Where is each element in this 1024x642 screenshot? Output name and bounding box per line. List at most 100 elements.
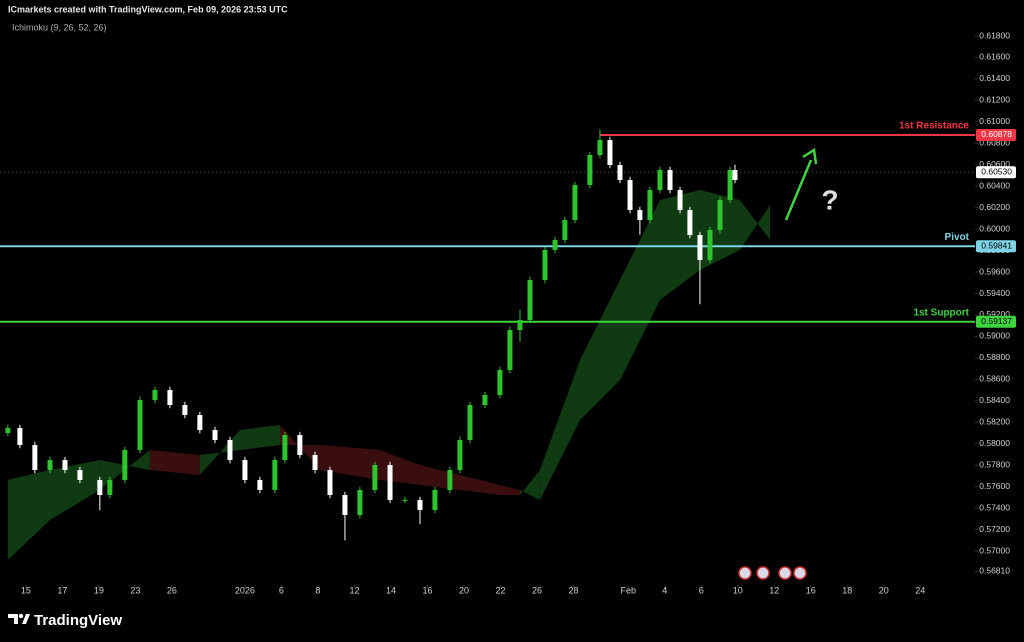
candle-body [77,470,83,481]
y-tick-label: 0.59600 [979,266,1010,276]
candle-body [297,435,303,456]
y-tick-label: 0.60000 [979,223,1010,233]
x-tick-label: 8 [315,585,320,595]
candle-body [587,155,593,186]
y-tick-label: 0.59000 [979,331,1010,341]
cloud-segment [50,460,100,521]
candle-body [572,185,578,221]
cloud-segment [199,430,241,475]
candle-body [717,199,723,231]
candle-body [552,239,558,250]
level-price-box [976,240,1016,253]
y-tick-label: 0.58600 [979,374,1010,384]
candle-body [62,460,68,471]
last-price-box [976,166,1016,179]
x-tick-label: 22 [495,585,505,595]
cloud-segment [739,199,771,250]
cloud-segment [459,474,500,496]
candle-body [387,464,393,500]
candle-body [152,389,158,400]
x-tick-label: 28 [568,585,578,595]
y-tick-label: 0.60800 [979,138,1010,148]
candle-body [327,470,333,496]
candle-body [467,405,473,440]
x-tick-label: Feb [620,585,636,595]
y-tick-label: 0.57600 [979,481,1010,491]
y-tick-label: 0.61000 [979,116,1010,126]
candle-body [482,395,488,406]
candle-body [637,210,643,221]
x-tick-label: 19 [94,585,104,595]
y-tick-label: 0.61400 [979,73,1010,83]
candle-body [617,164,623,181]
candle-body [272,460,278,490]
cloud-segment [7,470,51,561]
y-tick-label: 0.58200 [979,417,1010,427]
y-tick-label: 0.61600 [979,52,1010,62]
level-price-box [976,315,1016,328]
candle-body [402,499,408,501]
candle-body [447,470,453,490]
candle-body [47,460,53,471]
candle-body [417,499,423,511]
candle-body [667,170,673,190]
candle-body [527,280,533,321]
candle-body [227,439,233,461]
candle-body [732,170,738,181]
candle-body [542,249,548,281]
level-name: 1st Support [913,307,969,318]
candle-body [137,399,143,450]
y-tick-label: 0.59400 [979,288,1010,298]
candle-body [517,320,523,331]
candle-body [122,449,128,481]
cloud-segment [519,470,540,500]
x-tick-label: 16 [806,585,816,595]
candle-body [182,405,188,415]
candle-body [597,139,603,156]
candle-body [342,495,348,515]
candle-body [167,389,173,406]
y-tick-label: 0.59200 [979,309,1010,319]
candle-body [5,427,11,434]
event-icons [738,566,807,580]
candle-body [507,330,513,371]
x-tick-label: 20 [459,585,469,595]
y-tick-label: 0.60600 [979,159,1010,169]
x-tick-label: 15 [21,585,31,595]
cloud-segment [319,445,380,481]
x-tick-label: 17 [57,585,67,595]
x-tick-label: 26 [532,585,542,595]
candle-body [282,435,288,461]
candle-body [212,430,218,440]
y-tick-label: 0.60200 [979,202,1010,212]
y-tick-label: 0.61800 [979,30,1010,40]
y-tick-label: 0.58000 [979,438,1010,448]
x-tick-label: 4 [662,585,667,595]
logo [8,613,30,624]
candle-body [627,180,633,211]
candle-body [32,445,38,471]
level-name: 1st Resistance [899,121,969,132]
header-title: ICmarkets created with TradingView.com, … [8,4,288,14]
x-tick-label: 26 [167,585,177,595]
y-tick-label: 0.57200 [979,524,1010,534]
candle-body [677,189,683,211]
candle-body [197,414,203,431]
y-tick-label: 0.57800 [979,459,1010,469]
candle-body [107,480,113,496]
cloud-segment [99,449,150,490]
candle-body [562,220,568,240]
candle-body [687,210,693,236]
x-tick-label: 14 [386,585,396,595]
level-price-label: 0.59137 [981,316,1012,326]
levels-layer: 1st Resistance Pivot 1st Support [0,121,975,323]
x-tick-label: 24 [915,585,925,595]
candle-body [657,170,663,190]
y-tick-label: 0.61200 [979,95,1010,105]
candle-body [497,370,503,396]
x-tick-label: 10 [733,585,743,595]
candle-body [17,427,23,446]
arrow [784,147,818,221]
candle-body [647,189,653,221]
